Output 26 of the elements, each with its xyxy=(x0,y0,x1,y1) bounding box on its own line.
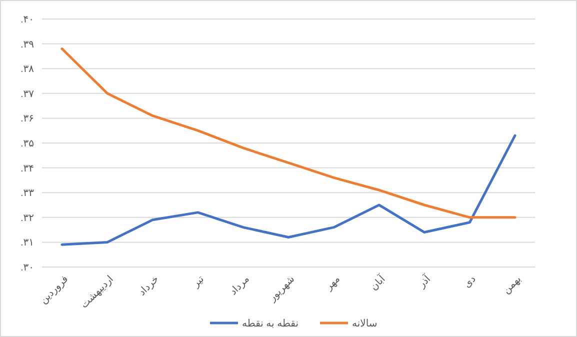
y-tick-label: .۳۴ xyxy=(20,163,34,174)
x-tick-label: دی xyxy=(462,274,478,290)
y-tick-label: .۳۰ xyxy=(20,262,34,274)
x-tick-label: اردیبهشت xyxy=(78,274,116,311)
x-tick-label: بهمن xyxy=(501,274,524,296)
line-series xyxy=(60,48,516,219)
x-tick-label: مهر xyxy=(322,274,342,294)
y-tick-label: .۳۲ xyxy=(20,212,34,224)
y-tick-label: .۳۹ xyxy=(20,39,34,50)
x-tick-label: آذر xyxy=(414,272,434,291)
x-tick-label: شهریور xyxy=(266,274,298,304)
y-tick-label: .۳۶ xyxy=(20,114,34,125)
y-tick-label: .۴۰ xyxy=(20,14,34,26)
y-tick-label: .۳۵ xyxy=(20,138,34,150)
legend-label: سالانه xyxy=(352,318,378,330)
legend-label: نقطه به نقطه xyxy=(242,318,299,330)
x-tick-label: خرداد xyxy=(136,274,162,298)
x-tick-label: فروردین xyxy=(38,274,71,306)
y-tick-label: .۳۳ xyxy=(20,188,35,200)
line-series xyxy=(60,134,516,246)
y-tick-label: .۳۱ xyxy=(20,238,34,249)
x-tick-label: تیر xyxy=(190,274,207,290)
x-tick-label: آبان xyxy=(367,272,389,293)
x-tick-label: مرداد xyxy=(228,274,252,298)
y-tick-label: .۳۸ xyxy=(20,64,35,76)
y-tick-label: .۳۷ xyxy=(20,88,35,100)
